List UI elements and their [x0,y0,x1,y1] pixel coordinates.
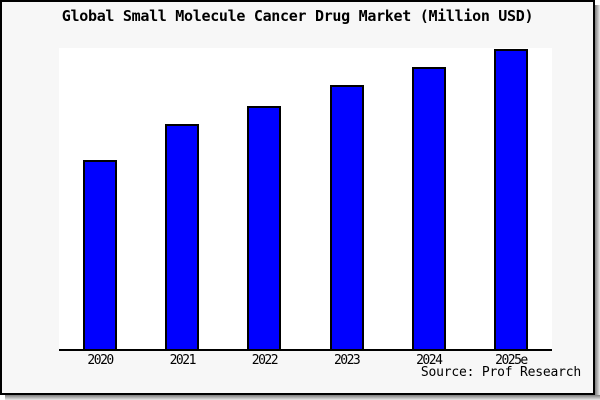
bar-slot-2023 [306,48,388,349]
plot-area [59,48,552,351]
bar-2020 [83,160,118,349]
chart-title: Global Small Molecule Cancer Drug Market… [61,7,534,25]
bar-slot-2024 [388,48,470,349]
x-tick-label-2025e: 2025e [495,353,528,368]
x-tick-label-2022: 2022 [251,353,279,368]
bar-slot-2025e [470,48,552,349]
source-label: Source: Prof Research [420,365,581,380]
chart-frame: Global Small Molecule Cancer Drug Market… [0,0,595,395]
x-tick-label-2021: 2021 [169,353,197,368]
bar-2024 [411,67,446,349]
bar-slot-2021 [141,48,223,349]
bar-2025e [493,49,528,349]
x-axis-labels: 2020 2021 2022 2023 2024 2025e [59,353,552,368]
x-tick-label-2020: 2020 [87,353,114,368]
frame-shadow-bottom [5,395,600,400]
x-tick-label-2024: 2024 [416,353,443,368]
bar-2022 [247,106,282,349]
bar-slot-2022 [223,48,305,349]
bar-2023 [329,85,364,349]
x-tick-label-2023: 2023 [333,353,361,368]
frame-shadow-right [595,5,600,395]
bar-slot-2020 [59,48,141,349]
bar-2021 [165,124,200,349]
